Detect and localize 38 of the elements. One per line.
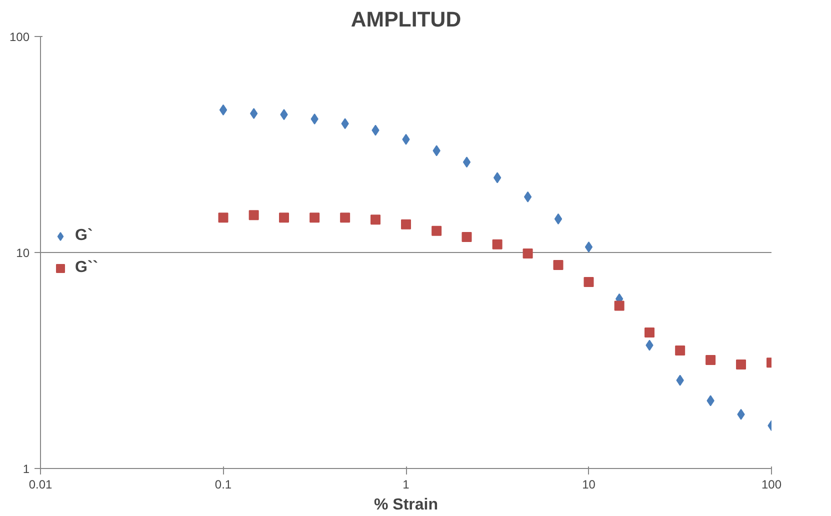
point bbox=[584, 277, 594, 288]
point bbox=[492, 239, 502, 250]
point bbox=[401, 219, 411, 230]
point bbox=[554, 213, 562, 224]
point bbox=[340, 212, 350, 223]
point bbox=[675, 345, 686, 356]
point bbox=[522, 248, 533, 258]
x-tick-label: 1 bbox=[402, 478, 410, 492]
point bbox=[614, 300, 624, 311]
point bbox=[218, 212, 228, 223]
point bbox=[310, 114, 318, 124]
point bbox=[493, 172, 502, 184]
point bbox=[432, 226, 442, 236]
x-axis-title: % Strain bbox=[374, 496, 438, 514]
chart-title: AMPLITUD bbox=[350, 8, 462, 32]
point bbox=[219, 104, 228, 116]
x-tick-label: 10 bbox=[582, 478, 596, 492]
point bbox=[736, 360, 746, 370]
legend-label: G`` bbox=[75, 259, 98, 277]
point bbox=[644, 328, 655, 338]
legend-label: G` bbox=[75, 227, 94, 245]
x-tick-label: 0.01 bbox=[28, 478, 53, 492]
point bbox=[584, 242, 593, 253]
point bbox=[524, 191, 532, 202]
y-tick-label: 100 bbox=[9, 30, 30, 44]
x-tick-label: 100 bbox=[761, 478, 782, 492]
point bbox=[370, 214, 381, 225]
point bbox=[706, 354, 716, 365]
point bbox=[310, 212, 320, 223]
x-tick-label: 0.1 bbox=[214, 478, 232, 492]
point bbox=[462, 156, 471, 168]
y-tick-label: 1 bbox=[22, 462, 30, 476]
point bbox=[553, 260, 564, 270]
point bbox=[248, 210, 259, 220]
point bbox=[279, 212, 290, 223]
point bbox=[250, 108, 258, 120]
y-tick-label: 10 bbox=[16, 246, 30, 260]
point bbox=[462, 232, 472, 242]
